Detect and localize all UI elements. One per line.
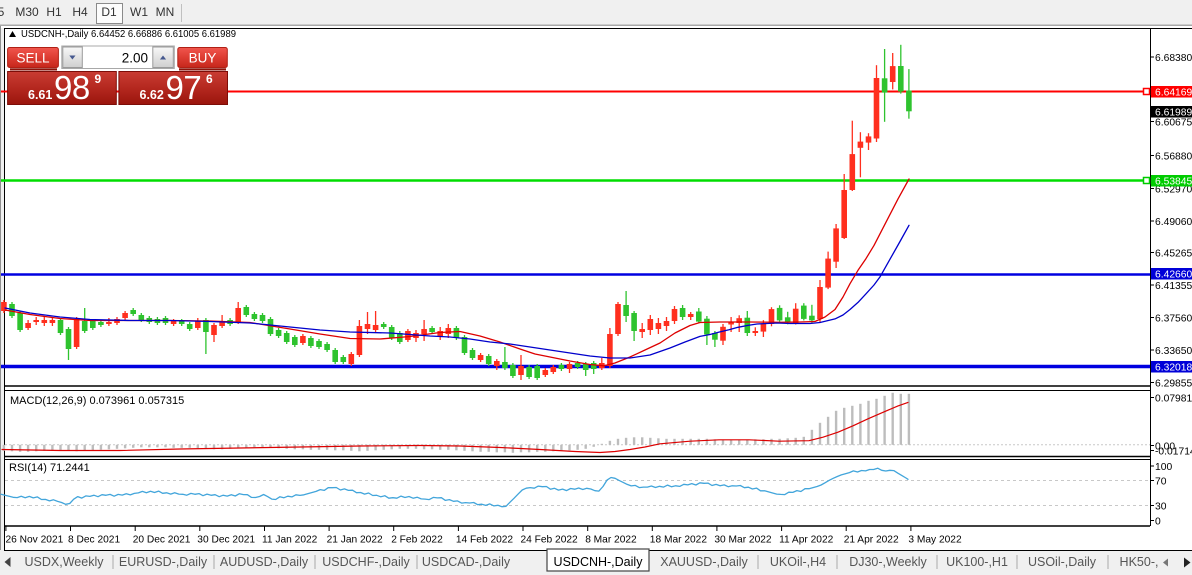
svg-text:USDX,Weekly: USDX,Weekly bbox=[25, 555, 105, 569]
svg-text:M30: M30 bbox=[15, 5, 39, 19]
svg-text:D1: D1 bbox=[101, 5, 117, 19]
svg-text:2 Feb 2022: 2 Feb 2022 bbox=[391, 535, 443, 546]
svg-text:RSI(14) 71.2441: RSI(14) 71.2441 bbox=[9, 462, 90, 474]
svg-text:6.33650: 6.33650 bbox=[1155, 346, 1192, 357]
svg-text:70: 70 bbox=[1155, 477, 1167, 488]
svg-text:9: 9 bbox=[95, 72, 102, 86]
svg-text:6.56880: 6.56880 bbox=[1155, 152, 1192, 163]
svg-text:6.62: 6.62 bbox=[140, 88, 164, 102]
svg-text:6.53845: 6.53845 bbox=[1155, 177, 1192, 188]
svg-text:MACD(12,26,9) 0.073961 0.05731: MACD(12,26,9) 0.073961 0.057315 bbox=[10, 395, 184, 407]
svg-text:HK50-,: HK50-, bbox=[1120, 555, 1159, 569]
svg-text:DJ30-,Weekly: DJ30-,Weekly bbox=[849, 555, 927, 569]
svg-text:6.41355: 6.41355 bbox=[1155, 281, 1192, 292]
svg-text:18 Mar 2022: 18 Mar 2022 bbox=[650, 535, 708, 546]
svg-text:6: 6 bbox=[206, 72, 213, 86]
svg-text:H1: H1 bbox=[46, 5, 62, 19]
svg-text:30 Dec 2021: 30 Dec 2021 bbox=[197, 535, 255, 546]
svg-text:USDCNH-,Daily 6.64452 6.66886: USDCNH-,Daily 6.64452 6.66886 6.61005 6.… bbox=[21, 28, 236, 40]
svg-text:14 Feb 2022: 14 Feb 2022 bbox=[456, 535, 514, 546]
svg-text:8 Dec 2021: 8 Dec 2021 bbox=[68, 535, 120, 546]
svg-text:6.60675: 6.60675 bbox=[1155, 118, 1192, 129]
svg-text:AUDUSD-,Daily: AUDUSD-,Daily bbox=[220, 555, 309, 569]
svg-text:5: 5 bbox=[0, 5, 5, 19]
svg-text:21 Apr 2022: 21 Apr 2022 bbox=[844, 535, 899, 546]
svg-text:6.64169: 6.64169 bbox=[1155, 88, 1192, 99]
svg-text:3 May 2022: 3 May 2022 bbox=[908, 535, 962, 546]
svg-text:SELL: SELL bbox=[16, 51, 50, 66]
svg-text:26 Nov 2021: 26 Nov 2021 bbox=[6, 535, 64, 546]
svg-text:UK100-,H1: UK100-,H1 bbox=[946, 555, 1008, 569]
svg-text:6.49060: 6.49060 bbox=[1155, 217, 1192, 228]
svg-text:6.68380: 6.68380 bbox=[1155, 53, 1192, 64]
svg-text:XAUUSD-,Daily: XAUUSD-,Daily bbox=[660, 555, 748, 569]
svg-text:100: 100 bbox=[1155, 462, 1172, 473]
svg-text:6.37560: 6.37560 bbox=[1155, 314, 1192, 325]
svg-text:H4: H4 bbox=[72, 5, 88, 19]
svg-text:6.52970: 6.52970 bbox=[1155, 185, 1192, 196]
svg-text:W1: W1 bbox=[130, 5, 148, 19]
svg-text:-0.017148: -0.017148 bbox=[1155, 447, 1192, 458]
svg-text:0.00: 0.00 bbox=[1155, 442, 1175, 453]
svg-text:11 Apr 2022: 11 Apr 2022 bbox=[779, 535, 834, 546]
svg-text:30 Mar 2022: 30 Mar 2022 bbox=[714, 535, 772, 546]
svg-text:UKOil-,H4: UKOil-,H4 bbox=[770, 555, 826, 569]
svg-text:98: 98 bbox=[54, 69, 90, 106]
svg-text:BUY: BUY bbox=[189, 51, 217, 66]
svg-text:11 Jan 2022: 11 Jan 2022 bbox=[262, 535, 318, 546]
svg-text:24 Feb 2022: 24 Feb 2022 bbox=[521, 535, 579, 546]
svg-text:21 Jan 2022: 21 Jan 2022 bbox=[327, 535, 383, 546]
svg-text:6.61989: 6.61989 bbox=[1155, 108, 1192, 119]
svg-text:6.45265: 6.45265 bbox=[1155, 249, 1192, 260]
svg-text:6.32018: 6.32018 bbox=[1155, 363, 1192, 374]
svg-text:20 Dec 2021: 20 Dec 2021 bbox=[133, 535, 191, 546]
svg-text:6.29855: 6.29855 bbox=[1155, 379, 1192, 390]
svg-text:0.079813: 0.079813 bbox=[1155, 394, 1192, 405]
svg-text:30: 30 bbox=[1155, 502, 1167, 513]
svg-text:97: 97 bbox=[166, 69, 202, 106]
svg-text:8 Mar 2022: 8 Mar 2022 bbox=[585, 535, 637, 546]
svg-text:USDCHF-,Daily: USDCHF-,Daily bbox=[322, 555, 410, 569]
svg-text:USDCNH-,Daily: USDCNH-,Daily bbox=[554, 555, 644, 569]
svg-text:2.00: 2.00 bbox=[122, 51, 148, 66]
svg-text:MN: MN bbox=[156, 5, 175, 19]
svg-text:USOil-,Daily: USOil-,Daily bbox=[1028, 555, 1097, 569]
svg-text:6.42660: 6.42660 bbox=[1155, 270, 1192, 281]
svg-text:6.61: 6.61 bbox=[28, 88, 52, 102]
svg-text:EURUSD-,Daily: EURUSD-,Daily bbox=[119, 555, 208, 569]
svg-text:USDCAD-,Daily: USDCAD-,Daily bbox=[422, 555, 511, 569]
svg-text:0: 0 bbox=[1155, 517, 1161, 528]
